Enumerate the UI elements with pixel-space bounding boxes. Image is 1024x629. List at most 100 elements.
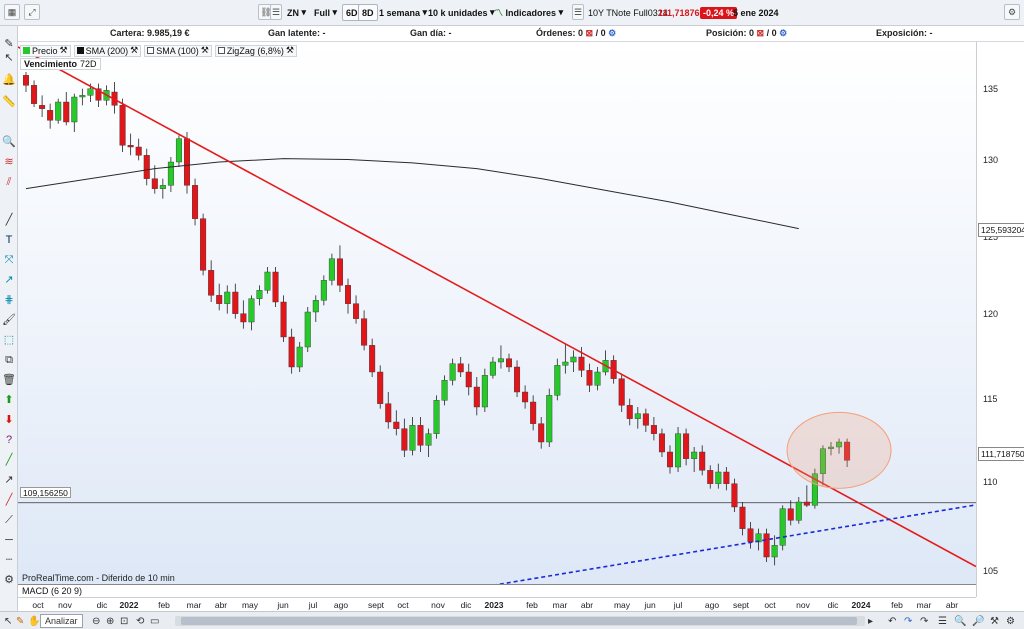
- ruler-icon[interactable]: 📏: [2, 96, 16, 108]
- copy-icon[interactable]: ⧉: [5, 354, 13, 366]
- cancel-icon[interactable]: ⊠: [585, 28, 594, 38]
- hand-icon[interactable]: ✋: [28, 615, 41, 627]
- trend-line-icon[interactable]: ╱: [5, 454, 13, 466]
- magnifier-icon[interactable]: 🔎: [972, 615, 985, 627]
- x-tick: nov: [796, 600, 810, 610]
- candle-body: [328, 258, 335, 281]
- settings-icon[interactable]: ⚙: [779, 28, 788, 38]
- candle-body: [393, 421, 400, 429]
- candle-body: [522, 391, 529, 403]
- time-axis[interactable]: oct nov dic 2022 feb mar abr may jun jul ago sept oc…: [18, 597, 976, 611]
- cancel-icon[interactable]: ⊠: [756, 28, 765, 38]
- units-selector[interactable]: 10 k unidades ▾: [428, 7, 495, 18]
- candle-body: [183, 138, 190, 186]
- shape-icon[interactable]: ⬚: [3, 334, 15, 346]
- line-icon[interactable]: ╱: [5, 214, 13, 226]
- pattern-icon[interactable]: ⤧: [4, 254, 14, 266]
- price-axis[interactable]: 135 130 125 120 115 110 105 125,593204 1…: [976, 42, 1024, 597]
- chart-icon[interactable]: ▦: [4, 4, 20, 20]
- wrench-icon[interactable]: ⚒: [990, 615, 999, 627]
- cursor-icon[interactable]: ↖: [4, 52, 14, 64]
- gear-icon[interactable]: ⚙: [1004, 4, 1020, 20]
- macd-panel[interactable]: MACD (6 20 9): [18, 584, 976, 597]
- account-bar: Cartera: 9.985,19 € Gan latente: - Gan d…: [18, 26, 1024, 42]
- candle-body: [417, 425, 424, 446]
- redo-icon[interactable]: ↷: [904, 615, 913, 627]
- y-tick: 110: [983, 477, 998, 487]
- mode-selector[interactable]: Full ▾: [314, 7, 338, 18]
- settings-icon[interactable]: ⚙: [4, 574, 14, 586]
- legend-precio[interactable]: Precio ⚒: [20, 44, 71, 57]
- symbol-selector[interactable]: ZN ▾: [287, 7, 307, 18]
- price-chart[interactable]: [18, 42, 976, 597]
- wrench-icon[interactable]: ⚒: [285, 45, 294, 55]
- text-icon[interactable]: T: [5, 234, 13, 246]
- wrench-icon[interactable]: ⚒: [200, 45, 209, 55]
- grid-icon[interactable]: ⋕: [4, 294, 14, 306]
- y-tick: 130: [983, 155, 999, 165]
- candle-body: [240, 313, 247, 323]
- candle-body: [457, 363, 464, 373]
- x-tick: oct: [32, 600, 44, 610]
- sma-line: [25, 158, 799, 230]
- period-selector[interactable]: 1 semana ▾: [379, 7, 428, 18]
- expand-icon[interactable]: ⤢: [24, 4, 40, 20]
- ray-icon[interactable]: ↗: [4, 274, 14, 286]
- candle-body: [449, 363, 456, 381]
- redo2-icon[interactable]: ↷: [920, 615, 929, 627]
- dotted-line-icon[interactable]: ┄: [5, 554, 13, 566]
- candle-body: [481, 375, 488, 408]
- list-icon[interactable]: ☰: [572, 4, 584, 20]
- search-icon[interactable]: 🔍: [954, 615, 967, 627]
- candle-body: [377, 371, 384, 404]
- pen-icon[interactable]: ✎: [4, 38, 14, 50]
- legend-zigzag[interactable]: ZigZag (6,8%) ⚒: [214, 44, 297, 57]
- undo-icon[interactable]: ↶: [888, 615, 897, 627]
- x-tick: feb: [526, 600, 538, 610]
- wrench-icon[interactable]: ⚒: [130, 45, 139, 55]
- x-tick: oct: [764, 600, 776, 610]
- settings-icon[interactable]: ⚙: [1006, 615, 1015, 627]
- node-icon[interactable]: ⟋: [5, 514, 13, 526]
- candle-body: [578, 356, 585, 371]
- candle-body: [618, 378, 625, 406]
- list-icon[interactable]: ☰: [938, 615, 947, 627]
- legend-sma200[interactable]: SMA (200) ⚒: [73, 44, 142, 57]
- x-tick: ago: [333, 600, 349, 610]
- brush-icon[interactable]: 🖌: [2, 314, 16, 326]
- candle-body: [208, 270, 215, 296]
- help-icon[interactable]: ?: [5, 434, 13, 446]
- chart-scrollbar[interactable]: [175, 616, 865, 626]
- cursor-icon[interactable]: ↖: [4, 615, 13, 627]
- zoom-fit-icon[interactable]: ⊡: [120, 615, 129, 627]
- indicators-button[interactable]: 〽 Indicadores ▾: [494, 7, 564, 18]
- settings-icon[interactable]: ⚙: [608, 28, 617, 38]
- draw-icon[interactable]: ✎: [16, 615, 25, 627]
- window-icon[interactable]: ▭: [150, 615, 160, 627]
- zoom-in-icon[interactable]: ⊕: [106, 615, 115, 627]
- segment-icon[interactable]: ↗: [4, 474, 14, 486]
- candle-body: [594, 371, 601, 386]
- wrench-icon[interactable]: ⚒: [59, 45, 68, 55]
- trash-icon[interactable]: 🗑: [2, 374, 16, 386]
- zoom-out-icon[interactable]: ⊖: [92, 615, 101, 627]
- sma200-swatch: [76, 47, 84, 54]
- channel-icon[interactable]: ⫽: [6, 176, 12, 188]
- bell-icon[interactable]: 🔔: [2, 74, 16, 86]
- analyze-button[interactable]: Analizar: [40, 614, 83, 628]
- fibonacci-icon[interactable]: ≋: [4, 156, 14, 168]
- candle-body: [151, 178, 158, 189]
- horizontal-line-icon[interactable]: ─: [5, 534, 13, 546]
- btn-8d[interactable]: 8D: [358, 4, 378, 21]
- arrow-down-icon[interactable]: ⬇: [4, 414, 14, 426]
- scrollbar-thumb[interactable]: [181, 617, 857, 625]
- red-line-icon[interactable]: ╱: [5, 494, 13, 506]
- zoom-icon[interactable]: 🔍: [2, 136, 16, 148]
- scroll-right-icon[interactable]: ▸: [868, 615, 874, 627]
- list-icon[interactable]: ☰: [270, 4, 282, 20]
- refresh-icon[interactable]: ⟲: [136, 615, 145, 627]
- legend-sma100[interactable]: SMA (100) ⚒: [144, 44, 212, 57]
- x-tick: jun: [644, 600, 656, 610]
- sma-value-label: 125,593204: [978, 223, 1024, 237]
- arrow-up-icon[interactable]: ⬆: [4, 394, 14, 406]
